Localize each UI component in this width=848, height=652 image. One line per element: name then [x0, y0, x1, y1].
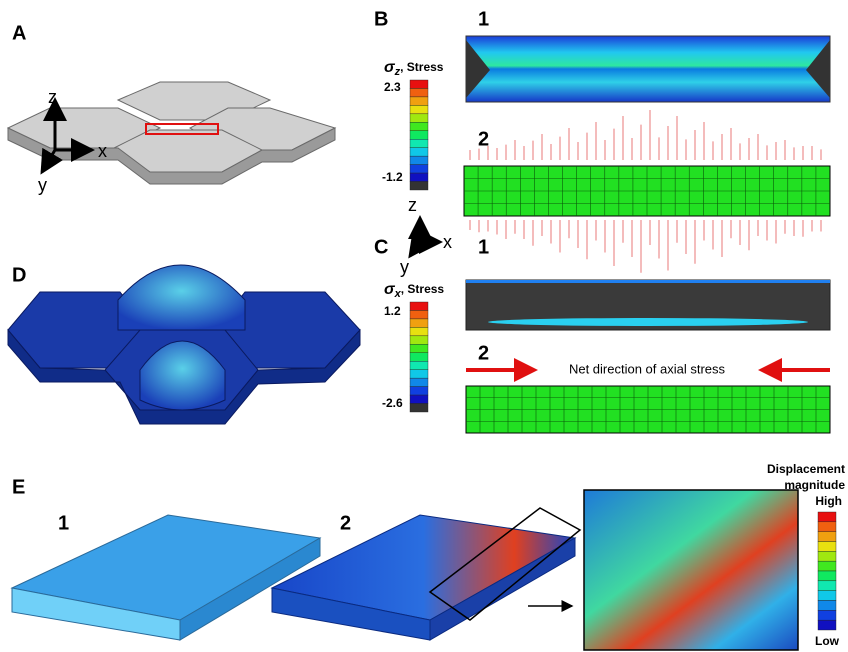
color-step	[818, 561, 836, 571]
stress-band	[488, 318, 808, 326]
mesh-section	[466, 386, 830, 433]
legend-max: 2.3	[384, 80, 401, 94]
axes-bc	[410, 218, 440, 256]
legend-title: magnitude	[784, 478, 845, 492]
color-step	[410, 353, 428, 361]
color-step	[410, 344, 428, 352]
panel-label: C	[374, 236, 388, 258]
color-step	[410, 105, 428, 113]
color-step	[410, 114, 428, 122]
legend-title: σx, Stress	[384, 281, 444, 300]
view-label: 1	[478, 8, 489, 30]
color-step	[410, 404, 428, 412]
color-step	[818, 571, 836, 581]
view-label: 2	[340, 512, 351, 534]
color-step	[818, 532, 836, 542]
hex-plate	[8, 82, 335, 184]
legend-min: -2.6	[382, 396, 403, 410]
color-step	[410, 131, 428, 139]
color-step	[818, 610, 836, 620]
legend-text: , Stress	[400, 60, 444, 74]
axis-label: x	[98, 141, 107, 161]
axis-label: y	[38, 175, 47, 195]
color-step	[818, 591, 836, 601]
legend-high: High	[815, 494, 842, 508]
legend-low: Low	[815, 634, 840, 648]
color-step	[410, 122, 428, 130]
axis-label: z	[408, 195, 417, 215]
color-step	[818, 551, 836, 561]
color-step	[410, 182, 428, 190]
view-label: 2	[478, 342, 489, 364]
panel-label: E	[12, 476, 25, 498]
color-step	[818, 620, 836, 630]
color-step	[410, 319, 428, 327]
legend-text: , Stress	[401, 282, 445, 296]
stress-band	[466, 280, 830, 283]
axis-label: y	[400, 257, 409, 277]
color-step	[410, 139, 428, 147]
dome	[118, 265, 245, 330]
color-step	[410, 88, 428, 96]
axis-label: x	[443, 232, 452, 252]
view-label: 2	[478, 128, 489, 150]
view-label: 1	[478, 236, 489, 258]
color-step	[410, 310, 428, 318]
legend-title: σz, Stress	[384, 59, 444, 78]
panel-label: B	[374, 8, 388, 30]
stress-section	[466, 36, 830, 102]
color-step	[410, 97, 428, 105]
color-step	[410, 361, 428, 369]
color-step	[410, 156, 428, 164]
annotation: Net direction of axial stress	[569, 361, 726, 376]
view-label: 1	[58, 512, 69, 534]
color-bar	[818, 512, 836, 630]
color-step	[410, 387, 428, 395]
color-step	[818, 601, 836, 611]
color-step	[410, 80, 428, 88]
page: {"panels": { "a": {"label": "A", "axes":…	[0, 0, 848, 652]
color-step	[818, 581, 836, 591]
panel-label: A	[12, 22, 26, 44]
color-step	[818, 522, 836, 532]
color-bar	[410, 302, 428, 412]
color-step	[410, 395, 428, 403]
legend-title: Displacement	[767, 462, 845, 476]
color-step	[818, 512, 836, 522]
figure: A z x y B 1 σz, Stress 2.3 -1.2 2 z x y …	[0, 0, 848, 652]
axis-arrow	[410, 242, 420, 256]
color-step	[410, 165, 428, 173]
color-step	[410, 327, 428, 335]
color-step	[410, 302, 428, 310]
color-step	[410, 148, 428, 156]
mesh-section	[464, 166, 830, 216]
axis-label: z	[48, 87, 57, 107]
legend-max: 1.2	[384, 304, 401, 318]
deformed-plate	[8, 265, 360, 424]
color-bar	[410, 80, 428, 190]
color-step	[410, 378, 428, 386]
color-step	[410, 336, 428, 344]
panel-label: D	[12, 264, 26, 286]
legend-min: -1.2	[382, 170, 403, 184]
zoom-view	[584, 490, 798, 650]
color-step	[818, 542, 836, 552]
color-step	[410, 173, 428, 181]
color-step	[410, 370, 428, 378]
slab-2	[272, 515, 575, 640]
